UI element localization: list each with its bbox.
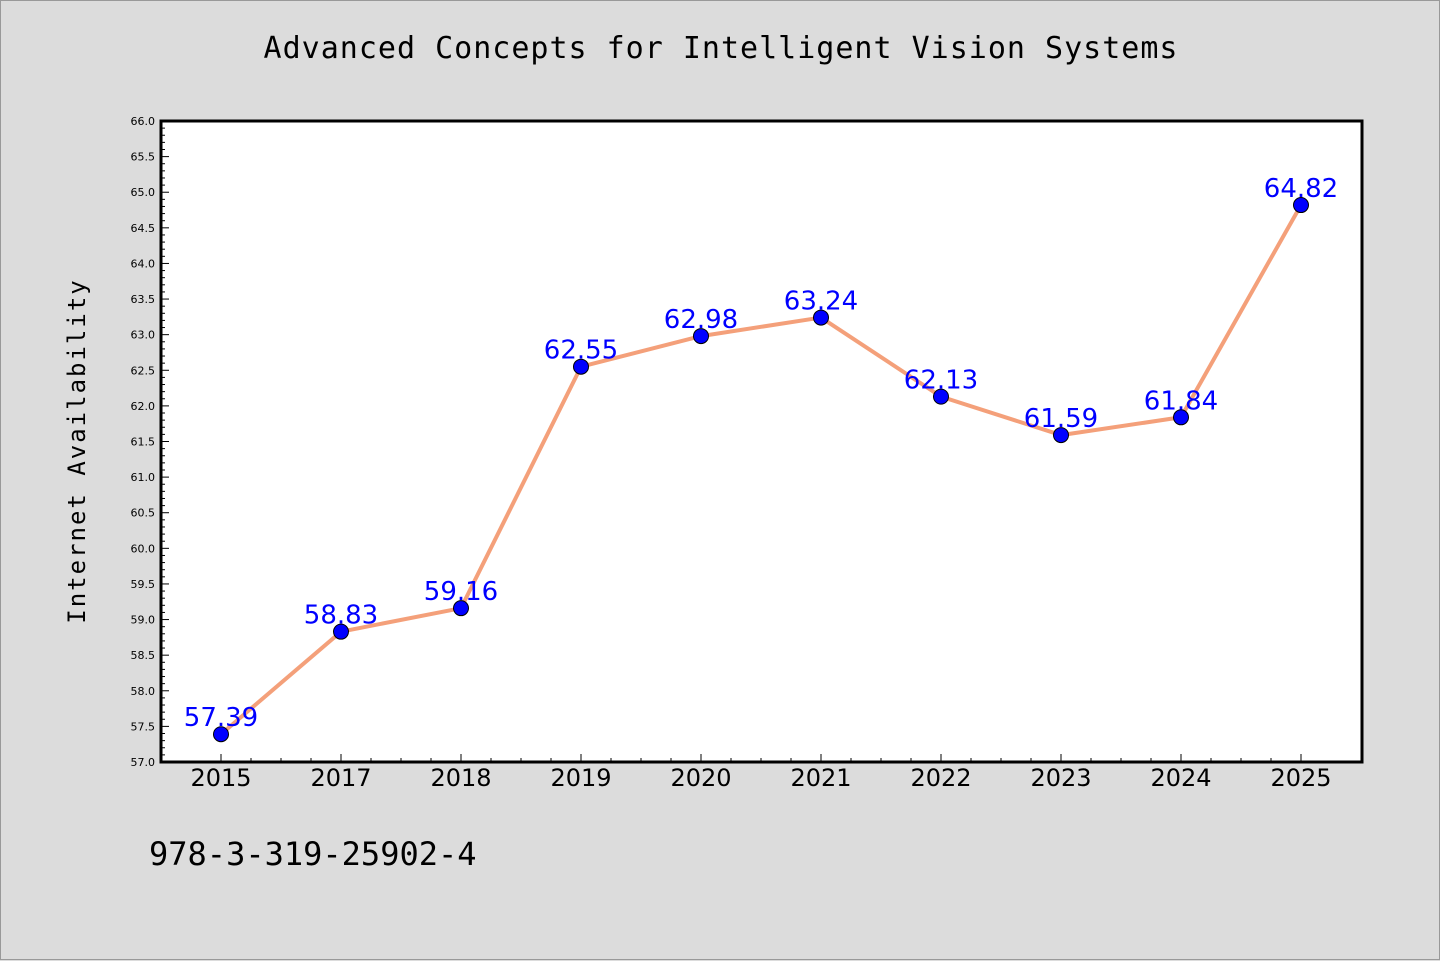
data-label: 61.84 <box>1144 386 1218 416</box>
y-tick-label: 60.0 <box>131 542 156 555</box>
data-point <box>213 726 229 743</box>
data-label: 62.13 <box>904 366 978 396</box>
data-label: 62.98 <box>664 305 738 335</box>
x-tick-label: 2024 <box>1150 764 1211 792</box>
x-tick-label: 2022 <box>910 764 971 792</box>
y-tick-label: 60.5 <box>131 507 156 520</box>
x-tick-label: 2020 <box>670 764 731 792</box>
plot-frame <box>159 119 1364 764</box>
y-tick-label: 61.5 <box>131 436 156 449</box>
data-point <box>333 623 349 640</box>
data-label: 58.83 <box>304 601 378 631</box>
data-point <box>1293 197 1309 214</box>
y-tick-label: 65.5 <box>131 151 156 164</box>
x-tick-label: 2019 <box>550 764 611 792</box>
y-tick-label: 57.5 <box>131 720 156 733</box>
data-label: 62.55 <box>544 336 618 366</box>
y-tick-label: 64.5 <box>131 222 156 235</box>
x-tick-label: 2023 <box>1030 764 1091 792</box>
x-tick-label: 2017 <box>310 764 371 792</box>
data-label: 61.59 <box>1024 404 1098 434</box>
data-point <box>573 358 589 375</box>
y-tick-label: 62.0 <box>131 400 156 413</box>
y-tick-label: 57.0 <box>131 756 156 769</box>
isbn-footer-text: 978-3-319-25902-4 <box>149 835 477 873</box>
data-label: 57.39 <box>184 703 258 733</box>
y-tick-label: 64.0 <box>131 257 156 270</box>
chart-title: Advanced Concepts for Intelligent Vision… <box>263 31 1179 66</box>
y-tick-label: 65.0 <box>131 186 156 199</box>
y-tick-label: 62.5 <box>131 364 156 377</box>
data-point <box>693 328 709 345</box>
data-point <box>1053 427 1069 444</box>
data-label: 64.82 <box>1264 174 1338 204</box>
data-label: 59.16 <box>424 577 498 607</box>
series-line <box>219 204 1303 736</box>
y-tick-label: 59.5 <box>131 578 156 591</box>
data-point <box>453 600 469 617</box>
data-point <box>813 309 829 326</box>
x-tick-label: 2018 <box>430 764 491 792</box>
data-point <box>933 388 949 405</box>
x-tick-label: 2021 <box>790 764 851 792</box>
y-tick-label: 63.0 <box>131 329 156 342</box>
data-point <box>1173 409 1189 426</box>
x-tick-label: 2025 <box>1270 764 1331 792</box>
y-tick-label: 58.0 <box>131 685 156 698</box>
x-tick-label: 2015 <box>190 764 251 792</box>
y-tick-label: 63.5 <box>131 293 156 306</box>
y-tick-label: 59.0 <box>131 614 156 627</box>
data-label: 63.24 <box>784 287 858 317</box>
y-tick-label: 61.0 <box>131 471 156 484</box>
y-tick-label: 58.5 <box>131 649 156 662</box>
y-tick-label: 66.0 <box>131 115 156 128</box>
